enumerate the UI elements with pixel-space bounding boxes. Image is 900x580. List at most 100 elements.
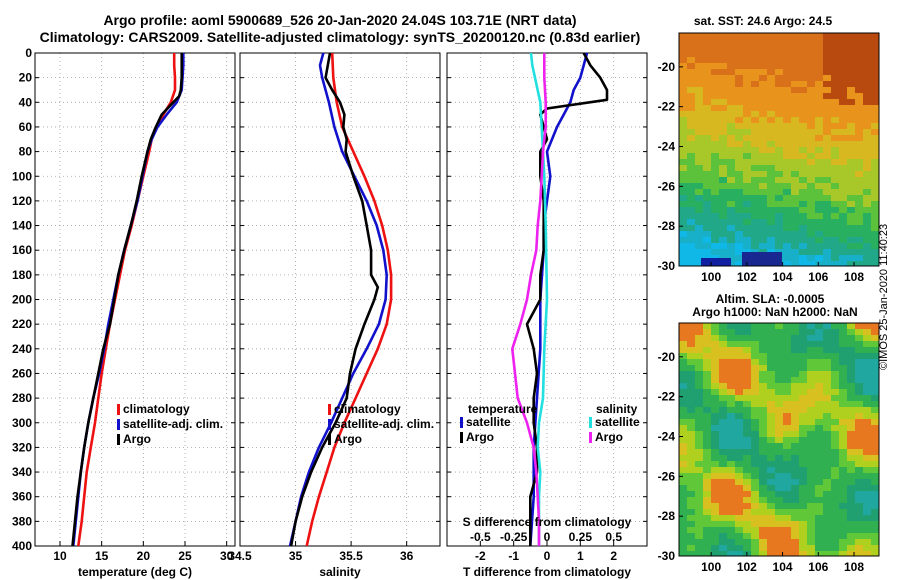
x-tick-label-salinity: 34.5 [228, 549, 252, 563]
map-x-tick-label-sla_map: 106 [808, 560, 828, 574]
legend-label-difference: Argo [595, 430, 623, 444]
depth-tick-label: 80 [19, 145, 33, 159]
map-title-sst: sat. SST: 24.6 Argo: 24.5 [694, 14, 833, 28]
x-tick-label-top-difference: 0.25 [569, 530, 593, 544]
x-axis-label-difference: T difference from climatology [463, 565, 631, 579]
x-axis-label-salinity: salinity [319, 565, 361, 579]
x-tick-label-top-difference: -0.25 [500, 530, 528, 544]
map-x-tick-label-sst_map: 108 [844, 270, 864, 284]
footer-stamp-wrap: ©IMOS 25-Jan-2020 11:40:23 [878, 224, 890, 371]
sst-land-mask [742, 252, 782, 266]
map-y-tick-label-sla_map: -24 [658, 430, 676, 444]
sla-heatmap [679, 323, 879, 556]
depth-tick-label: 100 [12, 169, 32, 183]
x-tick-label-difference: -1 [508, 549, 519, 563]
x-tick-label-temperature: 15 [95, 549, 109, 563]
series-line-difference [525, 52, 609, 546]
map-title-sla: Altim. SLA: -0.0005 [716, 292, 825, 306]
x-tick-label-salinity: 35.5 [339, 549, 363, 563]
depth-tick-label: 220 [12, 317, 32, 331]
figure-title-line-2: Climatology: CARS2009. Satellite-adjuste… [39, 29, 641, 45]
sst-land-mask [701, 258, 731, 266]
depth-tick-label: 180 [12, 268, 32, 282]
legend-label-temperature: climatology [123, 402, 190, 416]
legend-swatch [328, 419, 331, 430]
series-line-salinity [289, 52, 380, 547]
legend-title-salinity: salinity [596, 402, 638, 416]
legend-label-salinity: satellite-adj. clim. [334, 417, 434, 431]
x-tick-label-temperature: 10 [53, 549, 67, 563]
map-y-tick-label-sla_map: -28 [658, 509, 676, 523]
x-tick-label-salinity: 36 [400, 549, 414, 563]
map-y-tick-label-sst_map: -20 [658, 60, 676, 74]
map-x-tick-label-sla_map: 100 [701, 560, 721, 574]
depth-tick-label: 20 [19, 71, 33, 85]
series-line-temperature [72, 53, 185, 547]
series-line-temperature [71, 53, 183, 547]
footer-stamp: ©IMOS 25-Jan-2020 11:40:23 [878, 223, 890, 370]
map-x-tick-label-sst_map: 104 [773, 270, 793, 284]
x-tick-label-temperature: 20 [137, 549, 151, 563]
x-tick-label-salinity: 35 [289, 549, 303, 563]
depth-tick-label: 400 [12, 539, 32, 553]
series-line-difference [529, 52, 589, 547]
x-tick-label-top-difference: 0.5 [605, 530, 622, 544]
x-tick-label-difference: -2 [475, 549, 486, 563]
x-tick-label-temperature: 25 [178, 549, 192, 563]
map-subtitle-sla: Argo h1000: NaN h2000: NaN [692, 305, 857, 319]
depth-tick-label: 160 [12, 243, 32, 257]
map-y-tick-label-sla_map: -20 [658, 350, 676, 364]
map-x-tick-label-sla_map: 102 [737, 560, 757, 574]
x-tick-label-difference: 0 [544, 549, 551, 563]
depth-tick-label: 240 [12, 342, 32, 356]
depth-tick-label: 0 [25, 46, 32, 60]
depth-tick-label: 380 [12, 514, 32, 528]
x-tick-label-top-difference: -0.5 [470, 530, 491, 544]
legend-swatch [589, 432, 592, 443]
series-line-temperature [77, 53, 177, 547]
depth-tick-label: 260 [12, 366, 32, 380]
x-tick-label-temperature: 30 [220, 549, 234, 563]
map-y-tick-label-sst_map: -28 [658, 219, 676, 233]
depth-tick-label: 340 [12, 465, 32, 479]
depth-tick-label: 360 [12, 490, 32, 504]
sst-heatmap [679, 33, 879, 266]
depth-tick-label: 280 [12, 391, 32, 405]
map-y-tick-label-sst_map: -30 [658, 259, 676, 273]
map-x-tick-label-sla_map: 104 [773, 560, 793, 574]
x-axis-label-temperature: temperature (deg C) [78, 565, 192, 579]
map-y-tick-label-sla_map: -30 [658, 549, 676, 563]
depth-tick-label: 60 [19, 120, 33, 134]
legend-swatch [460, 417, 463, 428]
legend-swatch [328, 434, 331, 445]
depth-tick-label: 140 [12, 219, 32, 233]
legend-swatch [117, 419, 120, 430]
legend-swatch [589, 417, 592, 428]
map-y-tick-label-sla_map: -26 [658, 469, 676, 483]
series-line-difference [529, 52, 549, 546]
map-y-tick-label-sst_map: -26 [658, 179, 676, 193]
legend-label-temperature: satellite-adj. clim. [123, 417, 223, 431]
map-frame-sla_map [678, 322, 880, 557]
legend-label-temperature: Argo [123, 432, 151, 446]
map-frame-sst_map [678, 32, 880, 267]
x-tick-label-top-difference: 0 [544, 530, 551, 544]
legend-label-salinity: Argo [334, 432, 362, 446]
x-axis-label-top-difference: S difference from climatology [463, 515, 632, 529]
figure-title-line-1: Argo profile: aoml 5900689_526 20-Jan-20… [103, 12, 577, 28]
depth-tick-label: 320 [12, 440, 32, 454]
depth-tick-label: 40 [19, 95, 33, 109]
depth-tick-label: 200 [12, 293, 32, 307]
map-y-tick-label-sla_map: -22 [658, 390, 676, 404]
x-tick-label-difference: 2 [610, 549, 617, 563]
series-line-salinity [288, 52, 389, 547]
legend-swatch [117, 434, 120, 445]
series-line-difference [510, 53, 548, 546]
legend-swatch [328, 404, 331, 415]
legend-swatch [460, 432, 463, 443]
map-y-tick-label-sst_map: -24 [658, 140, 676, 154]
legend-label-salinity: climatology [334, 402, 401, 416]
legend-title-temperature: temperature [468, 402, 538, 416]
map-x-tick-label-sst_map: 102 [737, 270, 757, 284]
